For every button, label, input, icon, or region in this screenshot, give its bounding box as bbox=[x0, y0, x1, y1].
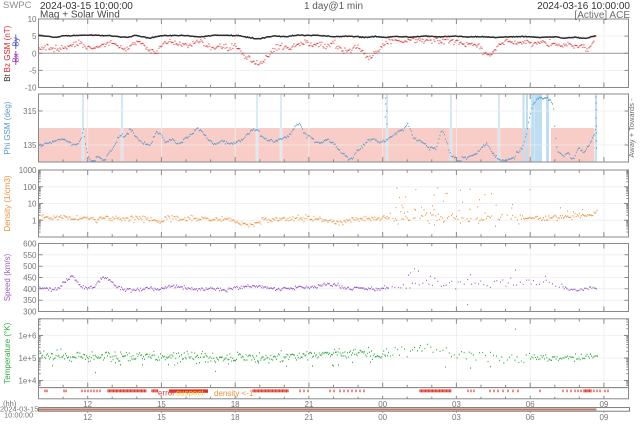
svg-text:Bz GSM (nT): Bz GSM (nT) bbox=[3, 25, 12, 72]
svg-text:10:00:00: 10:00:00 bbox=[4, 411, 33, 420]
svg-text:Away + Towards -: Away + Towards - bbox=[627, 98, 636, 158]
svg-text:2024-03-15: 2024-03-15 bbox=[0, 405, 38, 414]
svg-text:09: 09 bbox=[599, 400, 608, 409]
svg-text:12: 12 bbox=[83, 400, 92, 409]
svg-text:00: 00 bbox=[378, 413, 387, 421]
svg-text:Bt: Bt bbox=[3, 73, 12, 81]
svg-text:550: 550 bbox=[23, 251, 37, 260]
svg-text:1e+6: 1e+6 bbox=[18, 332, 37, 341]
svg-text:density <-1: density <-1 bbox=[214, 389, 254, 398]
svg-text:21: 21 bbox=[304, 400, 313, 409]
svg-text:Mag + Solar Wind: Mag + Solar Wind bbox=[40, 10, 120, 21]
svg-text:-5: -5 bbox=[29, 66, 37, 75]
svg-text:0: 0 bbox=[32, 49, 37, 58]
svg-text:1e+4: 1e+4 bbox=[18, 377, 37, 386]
svg-text:03: 03 bbox=[452, 400, 461, 409]
svg-text:600: 600 bbox=[23, 240, 37, 249]
svg-text:Temperature (°K): Temperature (°K) bbox=[3, 322, 12, 383]
svg-text:315: 315 bbox=[23, 107, 37, 116]
svg-text:10: 10 bbox=[28, 200, 37, 209]
svg-text:18: 18 bbox=[231, 400, 240, 409]
svg-text:15: 15 bbox=[157, 413, 166, 421]
svg-text:15: 15 bbox=[157, 400, 166, 409]
svg-text:400: 400 bbox=[23, 285, 37, 294]
svg-text:06: 06 bbox=[526, 413, 535, 421]
svg-text:[Active] ACE: [Active] ACE bbox=[574, 10, 630, 21]
svg-text:1: 1 bbox=[32, 216, 37, 225]
svg-text:1000: 1000 bbox=[19, 166, 37, 175]
svg-text:Speed (km/s): Speed (km/s) bbox=[3, 253, 12, 301]
svg-text:Phi GSM (deg): Phi GSM (deg) bbox=[3, 101, 12, 154]
svg-text:SWPC: SWPC bbox=[3, 0, 32, 11]
svg-text:00: 00 bbox=[378, 400, 387, 409]
svg-text:135: 135 bbox=[23, 141, 37, 150]
svg-text:21: 21 bbox=[304, 413, 313, 421]
svg-text:2024-03-16 10:00:00: 2024-03-16 10:00:00 bbox=[537, 1, 630, 12]
svg-text:09: 09 bbox=[599, 413, 608, 421]
svg-text:1 day@1 min: 1 day@1 min bbox=[304, 1, 363, 12]
svg-text:Density (1/cm3): Density (1/cm3) bbox=[3, 175, 12, 231]
svg-text:350: 350 bbox=[23, 296, 37, 305]
svg-text:5: 5 bbox=[32, 32, 37, 41]
svg-text:error: error bbox=[158, 388, 175, 397]
svg-text:18: 18 bbox=[231, 413, 240, 421]
svg-text:100: 100 bbox=[23, 183, 37, 192]
svg-text:300: 300 bbox=[23, 308, 37, 317]
svg-text:(hh): (hh) bbox=[3, 399, 17, 408]
svg-text:06: 06 bbox=[526, 400, 535, 409]
svg-text:2024-03-15 10:00:00: 2024-03-15 10:00:00 bbox=[40, 1, 133, 12]
svg-text:03: 03 bbox=[452, 413, 461, 421]
svg-text:suspect: suspect bbox=[176, 389, 204, 398]
svg-text:-10: -10 bbox=[25, 84, 37, 93]
svg-text:12: 12 bbox=[83, 413, 92, 421]
svg-text:500: 500 bbox=[23, 262, 37, 271]
svg-text:1e+5: 1e+5 bbox=[18, 354, 37, 363]
svg-text:450: 450 bbox=[23, 274, 37, 283]
svg-text:10: 10 bbox=[28, 15, 37, 24]
